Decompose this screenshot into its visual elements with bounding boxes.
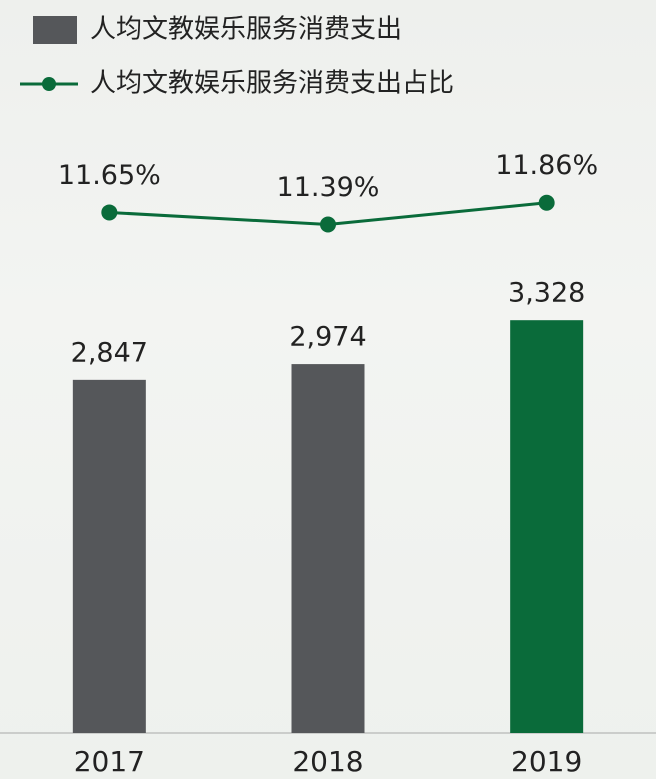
line-marker (101, 204, 117, 220)
legend-label: 人均文教娱乐服务消费支出占比 (90, 69, 454, 99)
legend-label: 人均文教娱乐服务消费支出 (90, 15, 402, 45)
value-label: 11.86% (495, 150, 598, 181)
chart: 人均文教娱乐服务消费支出人均文教娱乐服务消费支出占比 2017 2018 2019 2,… (0, 0, 656, 779)
x-tick-label: 2017 (74, 745, 145, 778)
bar (73, 380, 146, 733)
x-tick-label: 2018 (292, 745, 363, 778)
line-marker (320, 216, 336, 232)
legend-swatch (33, 16, 77, 44)
value-label: 2,974 (289, 322, 366, 353)
legend-marker (42, 77, 56, 91)
x-tick-label: 2019 (511, 745, 582, 778)
bar (510, 320, 583, 733)
bar (292, 364, 365, 733)
value-label: 11.65% (58, 160, 161, 191)
value-label: 2,847 (71, 337, 148, 368)
line-marker (539, 195, 555, 211)
value-label: 11.39% (277, 172, 380, 203)
value-label: 3,328 (508, 278, 585, 309)
